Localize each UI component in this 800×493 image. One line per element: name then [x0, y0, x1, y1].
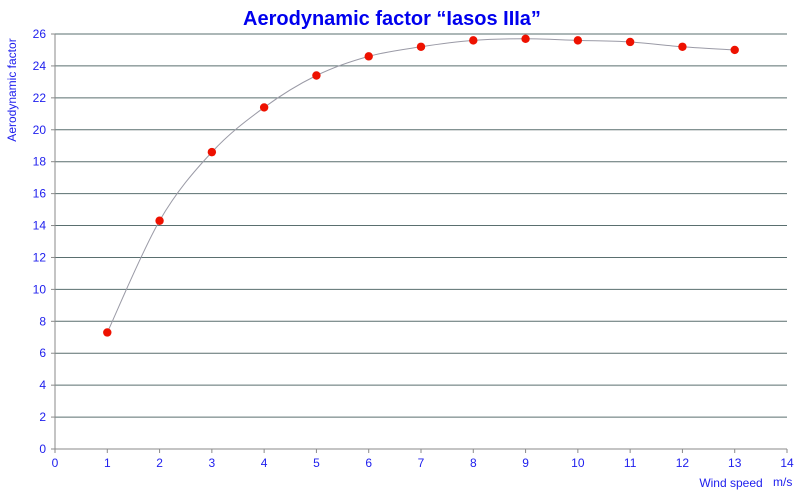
x-tick-label-14: 14: [780, 456, 794, 470]
x-tick-label-6: 6: [365, 456, 372, 470]
data-point-2: [155, 216, 164, 225]
x-axis-label: Wind speed: [699, 476, 762, 490]
data-point-8: [469, 36, 478, 45]
y-axis-label: Aerodynamic factor: [5, 38, 19, 141]
y-tick-label-24: 24: [33, 59, 47, 73]
x-tick-label-1: 1: [104, 456, 111, 470]
y-tick-label-4: 4: [39, 378, 46, 392]
data-point-10: [573, 36, 583, 45]
x-tick-label-5: 5: [313, 456, 320, 470]
x-tick-label-8: 8: [470, 456, 477, 470]
x-tick-label-12: 12: [676, 456, 690, 470]
x-tick-label-7: 7: [418, 456, 425, 470]
y-tick-label-2: 2: [39, 410, 46, 424]
data-point-1: [103, 328, 112, 337]
data-point-12: [678, 42, 687, 51]
x-tick-label-3: 3: [209, 456, 216, 470]
x-tick-label-2: 2: [156, 456, 163, 470]
data-point-4: [259, 103, 269, 112]
axes: [51, 33, 788, 453]
data-point-7: [416, 42, 426, 51]
data-point-3: [207, 147, 217, 157]
data-point-11: [625, 37, 635, 47]
grid-lines: [55, 33, 787, 418]
x-tick-label-4: 4: [261, 456, 268, 470]
y-tick-label-16: 16: [33, 187, 47, 201]
x-axis-unit: m/s: [773, 475, 792, 489]
chart-title: Aerodynamic factor “Iasos IIIa”: [243, 8, 541, 30]
x-tick-label-9: 9: [522, 456, 529, 470]
x-tick-label-11: 11: [624, 456, 637, 470]
data-point-13: [730, 45, 739, 55]
x-tick-label-10: 10: [571, 456, 585, 470]
y-tick-label-20: 20: [33, 123, 47, 137]
y-tick-label-10: 10: [33, 282, 47, 296]
y-tick-label-0: 0: [39, 442, 46, 456]
y-tick-label-22: 22: [33, 91, 47, 105]
data-point-6: [364, 52, 373, 61]
y-tick-label-6: 6: [39, 346, 46, 360]
data-points: [103, 34, 739, 337]
x-tick-labels: 0 1 2 3 4 5 6 7 8 9 10 11 12 13 14: [52, 456, 794, 470]
data-point-5: [312, 71, 321, 80]
x-tick-label-0: 0: [52, 456, 59, 470]
y-tick-label-8: 8: [39, 314, 46, 328]
y-tick-label-18: 18: [33, 155, 47, 169]
y-tick-label-26: 26: [33, 27, 47, 41]
series-curve: [106, 38, 735, 333]
y-tick-label-12: 12: [33, 250, 47, 264]
x-tick-label-13: 13: [728, 456, 742, 470]
y-tick-label-14: 14: [33, 219, 47, 233]
data-point-9: [521, 34, 530, 43]
